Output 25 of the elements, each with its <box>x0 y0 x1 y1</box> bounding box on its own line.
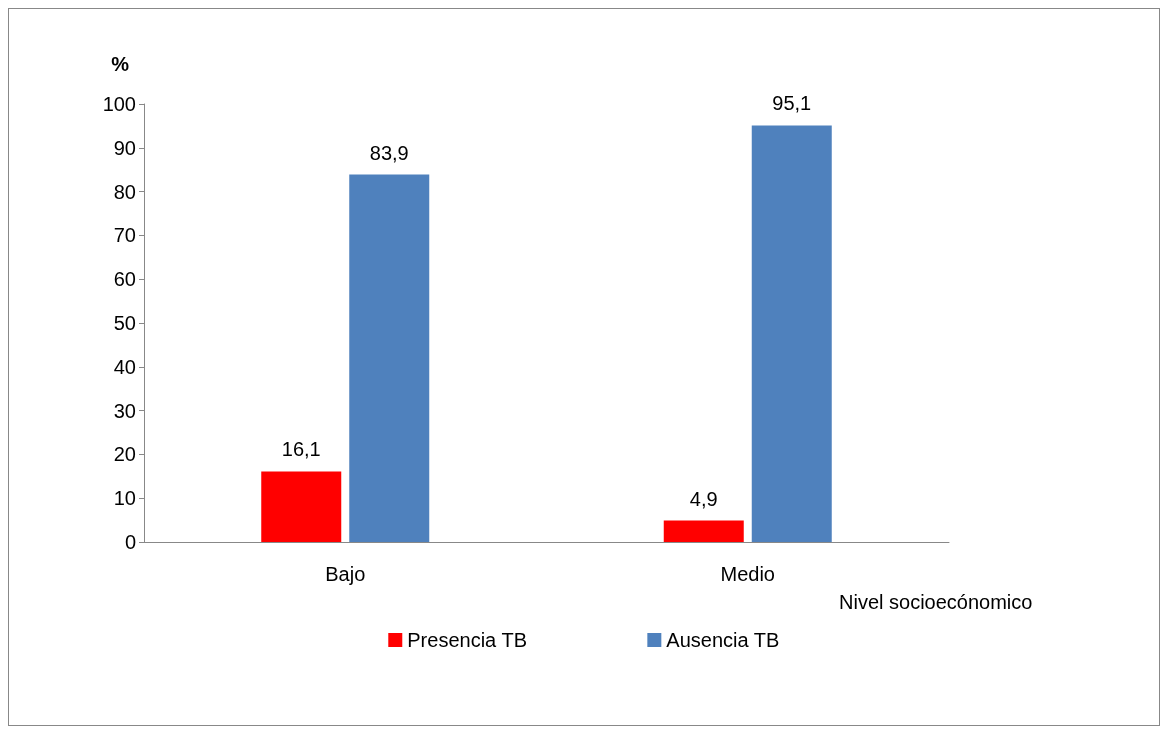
y-tick-label: 70 <box>113 224 136 247</box>
x-tick-label: Bajo <box>325 563 366 585</box>
x-tick-label: Medio <box>720 563 775 585</box>
y-tick-label: 60 <box>113 268 136 291</box>
y-tick-label: 80 <box>113 180 136 203</box>
y-tick-label: 100 <box>102 93 136 115</box>
data-label: 4,9 <box>689 487 718 510</box>
data-label: 95,1 <box>772 92 812 115</box>
bar <box>349 174 430 542</box>
y-tick-label: 40 <box>113 355 136 378</box>
y-tick-label: 30 <box>113 399 136 422</box>
legend-label: Presencia TB <box>407 629 527 651</box>
y-tick-label: 20 <box>113 443 136 466</box>
y-tick-label: 10 <box>113 487 136 510</box>
y-tick-label: 0 <box>124 531 136 553</box>
x-axis-title: Nivel socioecónomico <box>839 591 1033 613</box>
bar <box>261 471 342 542</box>
data-label: 83,9 <box>369 141 409 164</box>
data-label: 16,1 <box>281 438 321 461</box>
bar <box>663 520 744 542</box>
y-axis-title: % <box>111 53 130 75</box>
legend-label: Ausencia TB <box>666 629 780 651</box>
bar <box>751 125 832 542</box>
y-tick-label: 50 <box>113 312 136 334</box>
y-tick-label: 90 <box>113 136 136 159</box>
